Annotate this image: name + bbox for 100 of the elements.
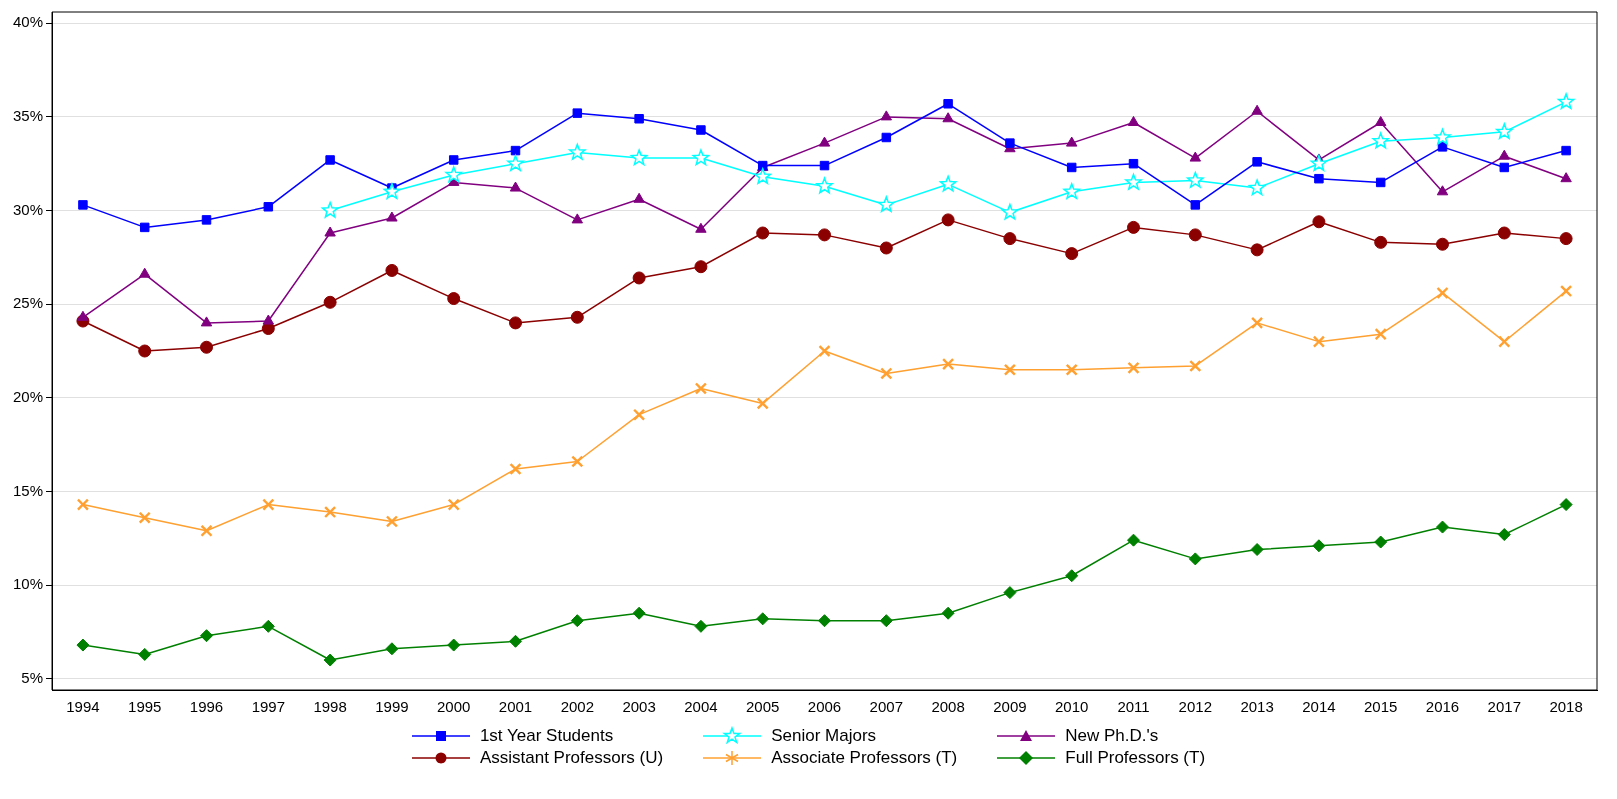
point	[1436, 185, 1449, 196]
point	[1372, 132, 1390, 149]
point	[1375, 177, 1386, 188]
point	[1189, 360, 1202, 372]
point	[570, 310, 584, 324]
point	[386, 515, 398, 528]
point	[942, 112, 954, 123]
point	[1066, 162, 1077, 173]
y-tick-label: 20%	[12, 387, 44, 405]
x-tick-label: 2018	[1549, 698, 1583, 716]
point	[262, 498, 275, 511]
point	[447, 638, 461, 652]
point	[1190, 200, 1201, 210]
point	[138, 344, 152, 358]
x-tick-label: 2007	[869, 698, 903, 716]
y-tick-label: 40%	[12, 13, 44, 31]
point	[879, 614, 893, 628]
point	[385, 642, 399, 656]
point	[138, 647, 152, 661]
legend-label: 1st Year Students	[479, 726, 614, 746]
point	[1125, 173, 1142, 190]
point	[1127, 116, 1140, 126]
x-tick-label: 1994	[66, 698, 100, 716]
point	[1063, 183, 1081, 200]
point	[507, 154, 524, 171]
point	[509, 634, 523, 648]
point	[880, 367, 893, 380]
point	[692, 149, 710, 166]
point	[1497, 226, 1511, 240]
x-tick-label: 2014	[1302, 698, 1336, 716]
point	[568, 143, 586, 160]
point	[818, 614, 832, 628]
point	[78, 200, 88, 210]
point	[1375, 116, 1387, 126]
x-tick-label: 2012	[1178, 698, 1212, 716]
point	[1559, 498, 1573, 512]
point	[510, 145, 521, 156]
point	[1248, 179, 1266, 196]
point	[879, 241, 893, 255]
point	[1437, 142, 1448, 152]
point	[1005, 138, 1015, 148]
point	[939, 175, 957, 192]
point	[695, 222, 707, 233]
point	[323, 295, 337, 309]
point	[1374, 235, 1388, 249]
x-tick-label: 1997	[251, 698, 286, 716]
point	[509, 181, 522, 192]
x-tick-label: 2005	[746, 698, 780, 716]
point	[1188, 228, 1202, 242]
point	[754, 168, 772, 185]
point	[1374, 535, 1388, 549]
x-tick-label: 2000	[437, 698, 471, 716]
point	[756, 226, 770, 240]
point	[1560, 172, 1572, 183]
point	[1065, 569, 1079, 583]
y-tick-label: 25%	[12, 294, 44, 312]
point	[324, 226, 336, 237]
legend-label: Full Professors (T)	[1065, 748, 1206, 768]
point	[1498, 149, 1510, 160]
x-tick-label: 2011	[1117, 698, 1150, 716]
point	[201, 215, 212, 225]
point	[325, 155, 335, 165]
x-tick-label: 2016	[1425, 698, 1460, 716]
x-tick-label: 2002	[560, 698, 594, 716]
y-tick-label: 10%	[12, 575, 44, 593]
point	[816, 177, 833, 194]
point	[572, 108, 583, 118]
point	[633, 408, 645, 421]
point	[1004, 363, 1016, 376]
point	[200, 340, 214, 354]
point	[321, 201, 339, 218]
legend-label: Senior Majors	[771, 726, 877, 746]
point	[447, 292, 461, 306]
y-tick-label: 30%	[12, 200, 44, 218]
point	[695, 382, 707, 395]
point	[1499, 162, 1510, 173]
point	[509, 316, 523, 330]
point	[1066, 136, 1078, 147]
point	[877, 196, 895, 213]
point	[756, 612, 770, 626]
legend-label: Associate Professors (T)	[771, 748, 958, 768]
point	[1001, 203, 1019, 220]
point	[200, 316, 213, 327]
point	[1314, 173, 1324, 184]
point	[386, 211, 398, 222]
point	[1313, 335, 1325, 348]
point	[509, 463, 522, 475]
point	[1250, 543, 1264, 557]
x-tick-label: 2001	[498, 698, 533, 716]
point	[941, 606, 955, 620]
point	[818, 228, 832, 242]
point	[634, 114, 644, 124]
point	[1310, 154, 1328, 171]
x-tick-label: 1998	[313, 698, 347, 716]
point	[696, 125, 706, 135]
x-tick-label: 2015	[1364, 698, 1398, 716]
point	[1559, 232, 1573, 246]
point	[1374, 328, 1387, 340]
point	[1188, 552, 1202, 566]
point	[77, 498, 89, 511]
